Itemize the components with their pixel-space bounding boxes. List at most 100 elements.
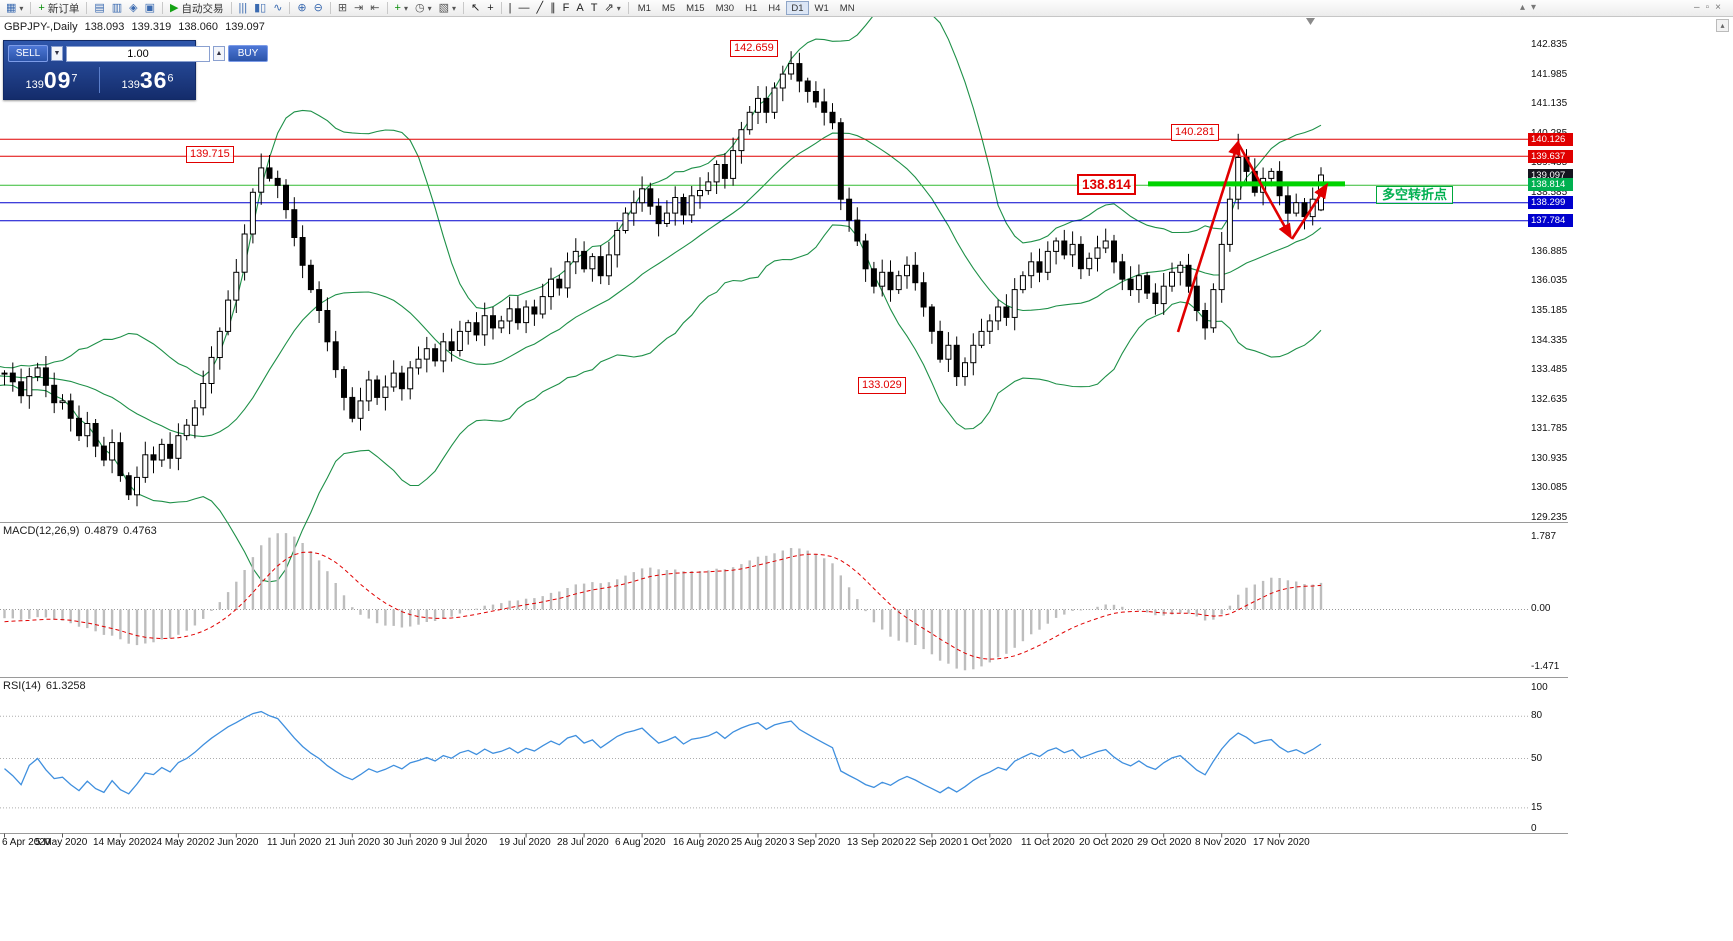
symbol-ohlc-line: GBPJPY-,Daily 138.093 139.319 138.060 13… <box>4 21 269 33</box>
channel-icon: ∥ <box>550 1 556 14</box>
sell-price-big: 09 <box>43 66 72 93</box>
toolbar-zoom-out-button[interactable]: ⊖ <box>311 1 326 16</box>
dock-up-icon[interactable]: ▴ <box>1520 2 1526 13</box>
new-order-icon: + <box>38 1 45 14</box>
window-controls: – ▫ × <box>1694 2 1721 13</box>
buy-price[interactable]: 139366 <box>100 67 195 94</box>
quote-open: 138.093 <box>84 21 125 33</box>
navigator-icon: ◈ <box>129 1 138 14</box>
toolbar-templates-button[interactable]: ▧ ▾ <box>436 1 459 16</box>
buy-price-big: 36 <box>139 66 168 93</box>
toolbar-trendline-button[interactable]: ╱ <box>534 1 547 16</box>
toolbar-separator <box>500 2 502 14</box>
toolbar-auto-trading-button[interactable]: ▶ 自动交易 <box>167 1 226 16</box>
chart-candles-icon: ▮▯ <box>254 1 267 14</box>
templates-icon: ▧ <box>438 1 449 14</box>
toolbar-terminal-button[interactable]: ▣ <box>142 1 158 16</box>
toolbar-horizontal-line-button[interactable]: — <box>516 1 533 16</box>
toolbar-text-label-button[interactable]: T <box>588 1 601 16</box>
toolbar-zoom-in-button[interactable]: ⊕ <box>294 1 309 16</box>
toolbar-new-order-label: 新订单 <box>47 2 80 15</box>
toolbar-navigator-button[interactable]: ◈ <box>126 1 140 16</box>
text-label-icon: T <box>590 1 598 14</box>
auto-scroll-icon: ⇥ <box>354 1 364 14</box>
toolbar-text-button[interactable]: A <box>573 1 586 16</box>
macd-signal-value: 0.4763 <box>123 525 157 537</box>
minimize-button[interactable]: – <box>1694 2 1700 13</box>
macd-title: MACD(12,26,9) <box>3 525 80 537</box>
restore-button[interactable]: ▫ <box>1705 2 1710 13</box>
terminal-icon: ▣ <box>144 1 156 14</box>
dock-down-icon[interactable]: ▾ <box>1531 2 1537 13</box>
toolbar-arrows-button[interactable]: ⇗ ▾ <box>601 1 623 16</box>
toolbar-periods-button[interactable]: ◷ ▾ <box>412 1 435 16</box>
timeframe-M5-button[interactable]: M5 <box>661 3 676 14</box>
timeframe-M1-button[interactable]: M1 <box>637 3 651 14</box>
close-button[interactable]: × <box>1715 2 1721 13</box>
fibonacci-icon: F <box>562 1 570 14</box>
timeframe-MN-button[interactable]: MN <box>839 3 855 14</box>
toolbar-new-order-button[interactable]: + 新订单 <box>35 1 82 16</box>
toolbar-right-icons: ▴ ▾ <box>1520 2 1536 13</box>
chevron-down-icon: ▾ <box>19 3 24 13</box>
toolbar: ▦ ▾ + 新订单 ▤ ▥ ◈ ▣ ▶ 自动交易 ||| ▮▯ ∿ ⊕ ⊖ ⊞ ⇥ ⇤ + ▾ ◷ ▾ ▧ ▾ ↖ + | — ╱ ∥ F A… <box>0 0 1733 17</box>
timeframe-W1-button[interactable]: W1 <box>814 3 829 14</box>
chevron-down-icon: ▾ <box>403 3 408 13</box>
quote-close: 139.097 <box>225 21 265 33</box>
macd-indicator-label: MACD(12,26,9) 0.4879 0.4763 <box>3 525 162 537</box>
toolbar-separator <box>386 2 388 14</box>
trendline-icon: ╱ <box>536 1 544 14</box>
toolbar-separator <box>162 2 164 14</box>
toolbar-separator <box>30 2 32 14</box>
toolbar-crosshair-button[interactable]: + <box>484 1 496 16</box>
toolbar-cursor-button[interactable]: ↖ <box>468 1 483 16</box>
chart-line-icon: ∿ <box>273 1 283 14</box>
quote-high: 139.319 <box>131 21 172 33</box>
toolbar-separator <box>329 2 331 14</box>
toolbar-auto-scroll-button[interactable]: ⇥ <box>351 1 366 16</box>
toolbar-data-window-button[interactable]: ▥ <box>109 1 125 16</box>
toolbar-auto-trading-label: 自动交易 <box>181 2 224 15</box>
toolbar-separator <box>86 2 88 14</box>
timeframe-D1-button[interactable]: D1 <box>786 1 809 15</box>
sell-price[interactable]: 139097 <box>4 67 99 94</box>
toolbar-fibonacci-button[interactable]: F <box>560 1 573 16</box>
volume-input[interactable] <box>66 45 210 62</box>
sell-price-pip: 7 <box>71 72 78 85</box>
volume-increase-button[interactable]: ▲ <box>213 46 225 61</box>
sell-button[interactable]: SELL <box>8 45 48 62</box>
periods-icon: ◷ <box>414 1 425 14</box>
timeframe-M15-button[interactable]: M15 <box>686 3 705 14</box>
vertical-line-icon: | <box>508 1 512 14</box>
toolbar-separator <box>289 2 291 14</box>
toolbar-vertical-line-button[interactable]: | <box>506 1 515 16</box>
buy-button[interactable]: BUY <box>228 45 268 62</box>
macd-histogram <box>3 533 1323 671</box>
timeframe-M30-button[interactable]: M30 <box>715 3 735 14</box>
timeframe-H4-button[interactable]: H4 <box>768 3 781 14</box>
crosshair-icon: + <box>487 1 494 14</box>
toolbar-channel-button[interactable]: ∥ <box>547 1 559 16</box>
toolbar-chart-line-button[interactable]: ∿ <box>270 1 285 16</box>
toolbar-new-chart-button[interactable]: ▦ ▾ <box>3 1 26 16</box>
zoom-out-icon: ⊖ <box>313 1 323 14</box>
toolbar-chart-candles-button[interactable]: ▮▯ <box>251 1 269 16</box>
timeframe-H1-button[interactable]: H1 <box>745 3 758 14</box>
toolbar-separator <box>627 2 629 14</box>
buy-price-prefix: 139 <box>121 78 140 91</box>
trend-arrows <box>1176 139 1329 333</box>
rsi-line <box>4 710 1322 795</box>
toolbar-tile-windows-button[interactable]: ⊞ <box>335 1 350 16</box>
volume-decrease-button[interactable]: ▼ <box>51 46 63 61</box>
chart-shift-marker <box>1306 18 1315 25</box>
toolbar-chart-bars-button[interactable]: ||| <box>236 1 251 16</box>
toolbar-indicators-button[interactable]: + ▾ <box>392 1 411 16</box>
data-window-icon: ▥ <box>111 1 123 14</box>
bull-bear-turning-point-note[interactable]: 多空转折点 <box>1376 186 1454 204</box>
toolbar-chart-shift-button[interactable]: ⇤ <box>367 1 382 16</box>
cursor-icon: ↖ <box>471 1 481 14</box>
toolbar-market-watch-button[interactable]: ▤ <box>91 1 107 16</box>
chart-scroll-up-button[interactable]: ▴ <box>1716 19 1729 32</box>
